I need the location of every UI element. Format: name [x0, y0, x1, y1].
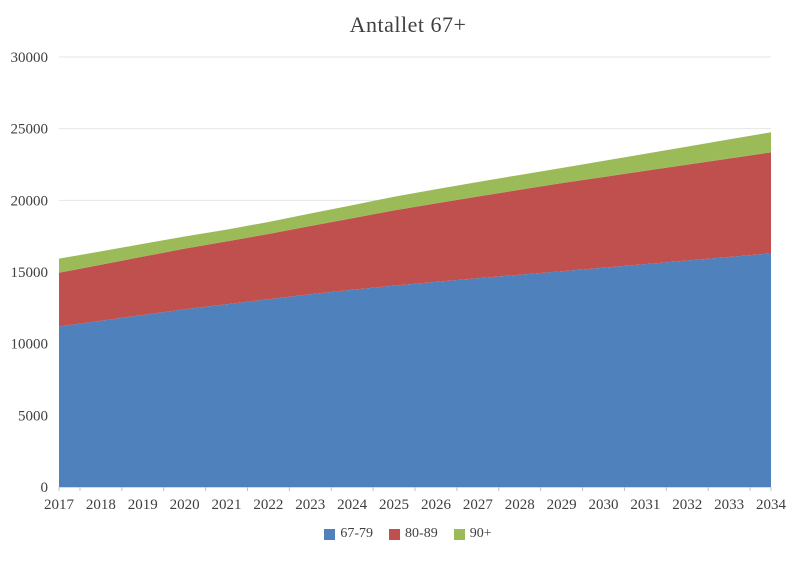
x-axis-label: 2026	[421, 497, 452, 513]
x-axis-label: 2023	[295, 497, 325, 513]
x-axis-label: 2024	[337, 497, 368, 513]
x-axis-label: 2034	[756, 497, 787, 513]
x-axis-label: 2019	[128, 497, 158, 513]
legend-label: 90+	[469, 526, 492, 541]
legend-item: 80-89	[389, 526, 438, 542]
x-axis-label: 2030	[588, 497, 618, 513]
x-axis-label: 2028	[505, 497, 535, 513]
area-series-67-79	[59, 253, 771, 487]
legend-label: 80-89	[405, 526, 438, 541]
x-axis-label: 2031	[630, 497, 660, 513]
y-axis-label: 0	[41, 480, 49, 496]
x-axis-label: 2021	[212, 497, 242, 513]
x-axis-label: 2020	[170, 497, 200, 513]
x-axis-label: 2025	[379, 497, 409, 513]
x-axis-label: 2032	[672, 497, 702, 513]
x-axis-label: 2029	[547, 497, 577, 513]
legend-swatch-80-89	[389, 528, 401, 540]
y-axis-label: 15000	[11, 265, 49, 281]
x-axis-label: 2033	[714, 497, 744, 513]
x-axis-label: 2017	[44, 497, 75, 513]
y-axis-label: 10000	[11, 337, 49, 353]
y-axis-label: 25000	[11, 122, 49, 138]
y-axis-label: 30000	[11, 50, 49, 66]
area-series-80-89	[59, 152, 771, 327]
x-axis-label: 2027	[463, 497, 494, 513]
legend-swatch-90plus	[453, 528, 465, 540]
y-axis-label: 20000	[11, 193, 49, 209]
legend-item: 67-79	[324, 526, 373, 542]
legend-label: 67-79	[340, 526, 374, 541]
area-series-90+	[59, 132, 771, 273]
chart-legend: 67-79 80-89 90+	[0, 526, 800, 542]
legend-swatch-67-79	[324, 528, 336, 540]
x-axis-label: 2022	[253, 497, 283, 513]
chart-title: Antallet 67+	[349, 12, 467, 37]
x-axis-label: 2018	[86, 497, 116, 513]
y-axis-label: 5000	[18, 408, 48, 424]
legend-item: 90+	[453, 526, 492, 542]
